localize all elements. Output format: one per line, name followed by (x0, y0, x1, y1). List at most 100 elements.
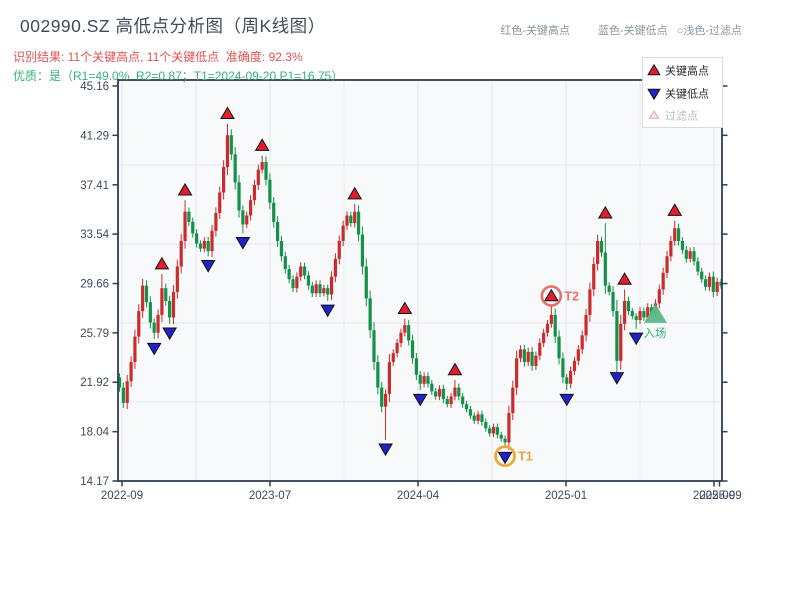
candle (164, 283, 168, 306)
candle-body (495, 427, 499, 435)
candle (588, 282, 592, 322)
candle (634, 313, 638, 329)
candle-body (368, 298, 372, 331)
candle-body (642, 311, 646, 318)
candle-body (480, 414, 484, 422)
key-low-marker (320, 304, 336, 318)
candle (437, 385, 442, 401)
candle (576, 344, 580, 366)
t1-label: T1 (518, 450, 533, 464)
y-tick-label: 21.92 (80, 377, 109, 389)
candle (133, 329, 137, 369)
candle-body (561, 358, 565, 378)
candle-body (476, 414, 480, 421)
candle-body (283, 256, 287, 270)
candle-body (241, 210, 245, 225)
candle-body (202, 240, 206, 249)
candle-body (372, 330, 376, 363)
key-high-marker (617, 272, 632, 285)
candle-body (703, 279, 708, 287)
candle (117, 373, 122, 392)
candle-body (545, 323, 550, 333)
annotations: T2 T1 入场 (494, 285, 667, 468)
candle (225, 123, 230, 176)
candle (306, 271, 311, 290)
candle (237, 175, 241, 218)
legend-item-label: 过滤点 (665, 110, 698, 123)
candle (607, 282, 611, 296)
candle-body (623, 300, 627, 324)
legend-item-label: 关键高点 (665, 64, 709, 78)
candle-body (603, 252, 607, 286)
candle (272, 197, 276, 228)
candle-body (329, 276, 334, 295)
candle (584, 308, 588, 342)
candle (507, 405, 511, 450)
candle-body (657, 289, 661, 304)
candle-body (557, 336, 561, 359)
candle-body (434, 391, 438, 397)
candle (515, 350, 519, 396)
candle-body (596, 240, 600, 264)
candle (642, 307, 646, 321)
candle-body (688, 251, 692, 259)
candle (696, 257, 700, 276)
candle (711, 271, 715, 298)
candle (703, 275, 708, 291)
candle-body (272, 202, 276, 222)
candle-body (507, 413, 511, 443)
candle-body (168, 300, 172, 318)
candle-body (692, 251, 696, 262)
key-low-marker (412, 393, 428, 407)
recognition-result-text: 识别结果: 11个关键高点, 11个关键低点 准确度: 92.3% (13, 50, 303, 64)
candle-body (572, 360, 577, 372)
candle-body (233, 154, 237, 183)
candle-body (125, 381, 129, 403)
candle (222, 160, 226, 200)
candle (129, 356, 133, 387)
candle (368, 290, 372, 339)
candle-body (422, 376, 426, 384)
candle-body (711, 276, 715, 292)
candle-body (584, 314, 588, 336)
key-high-marker (397, 301, 413, 315)
candle-body (198, 243, 203, 249)
candle-body (306, 275, 311, 286)
candle-body (403, 325, 407, 333)
candle (418, 370, 422, 391)
candle-body (391, 353, 395, 363)
candle-body (268, 179, 272, 203)
key-high-marker (177, 182, 193, 196)
candle-body (260, 161, 264, 170)
candle (353, 204, 357, 228)
candle-body (426, 376, 430, 384)
candle (619, 314, 623, 370)
candle (538, 338, 542, 361)
candle (275, 216, 280, 247)
candle-body (503, 438, 507, 443)
x-tick-label: 2025-09 (693, 490, 735, 502)
candle (399, 328, 403, 348)
candle-body (538, 342, 542, 356)
candle (349, 211, 353, 227)
y-tick-label: 37.41 (80, 180, 109, 192)
candle-body (360, 234, 365, 267)
candle (364, 258, 368, 307)
candle (457, 383, 461, 401)
candle-body (148, 302, 152, 323)
candle (434, 388, 438, 400)
candle-body (661, 272, 665, 290)
candle (526, 347, 530, 367)
key-high-marker (154, 256, 170, 270)
candle-body (133, 336, 137, 363)
color-legend-note: 红色-关键高点 蓝色-关键低点 ○浅色-过滤点 (500, 22, 742, 38)
candle-body (345, 215, 349, 226)
key-low-marker (162, 327, 177, 341)
candle-body (719, 281, 723, 286)
candle (545, 319, 550, 337)
candle (580, 330, 584, 355)
candle-body (414, 358, 418, 375)
